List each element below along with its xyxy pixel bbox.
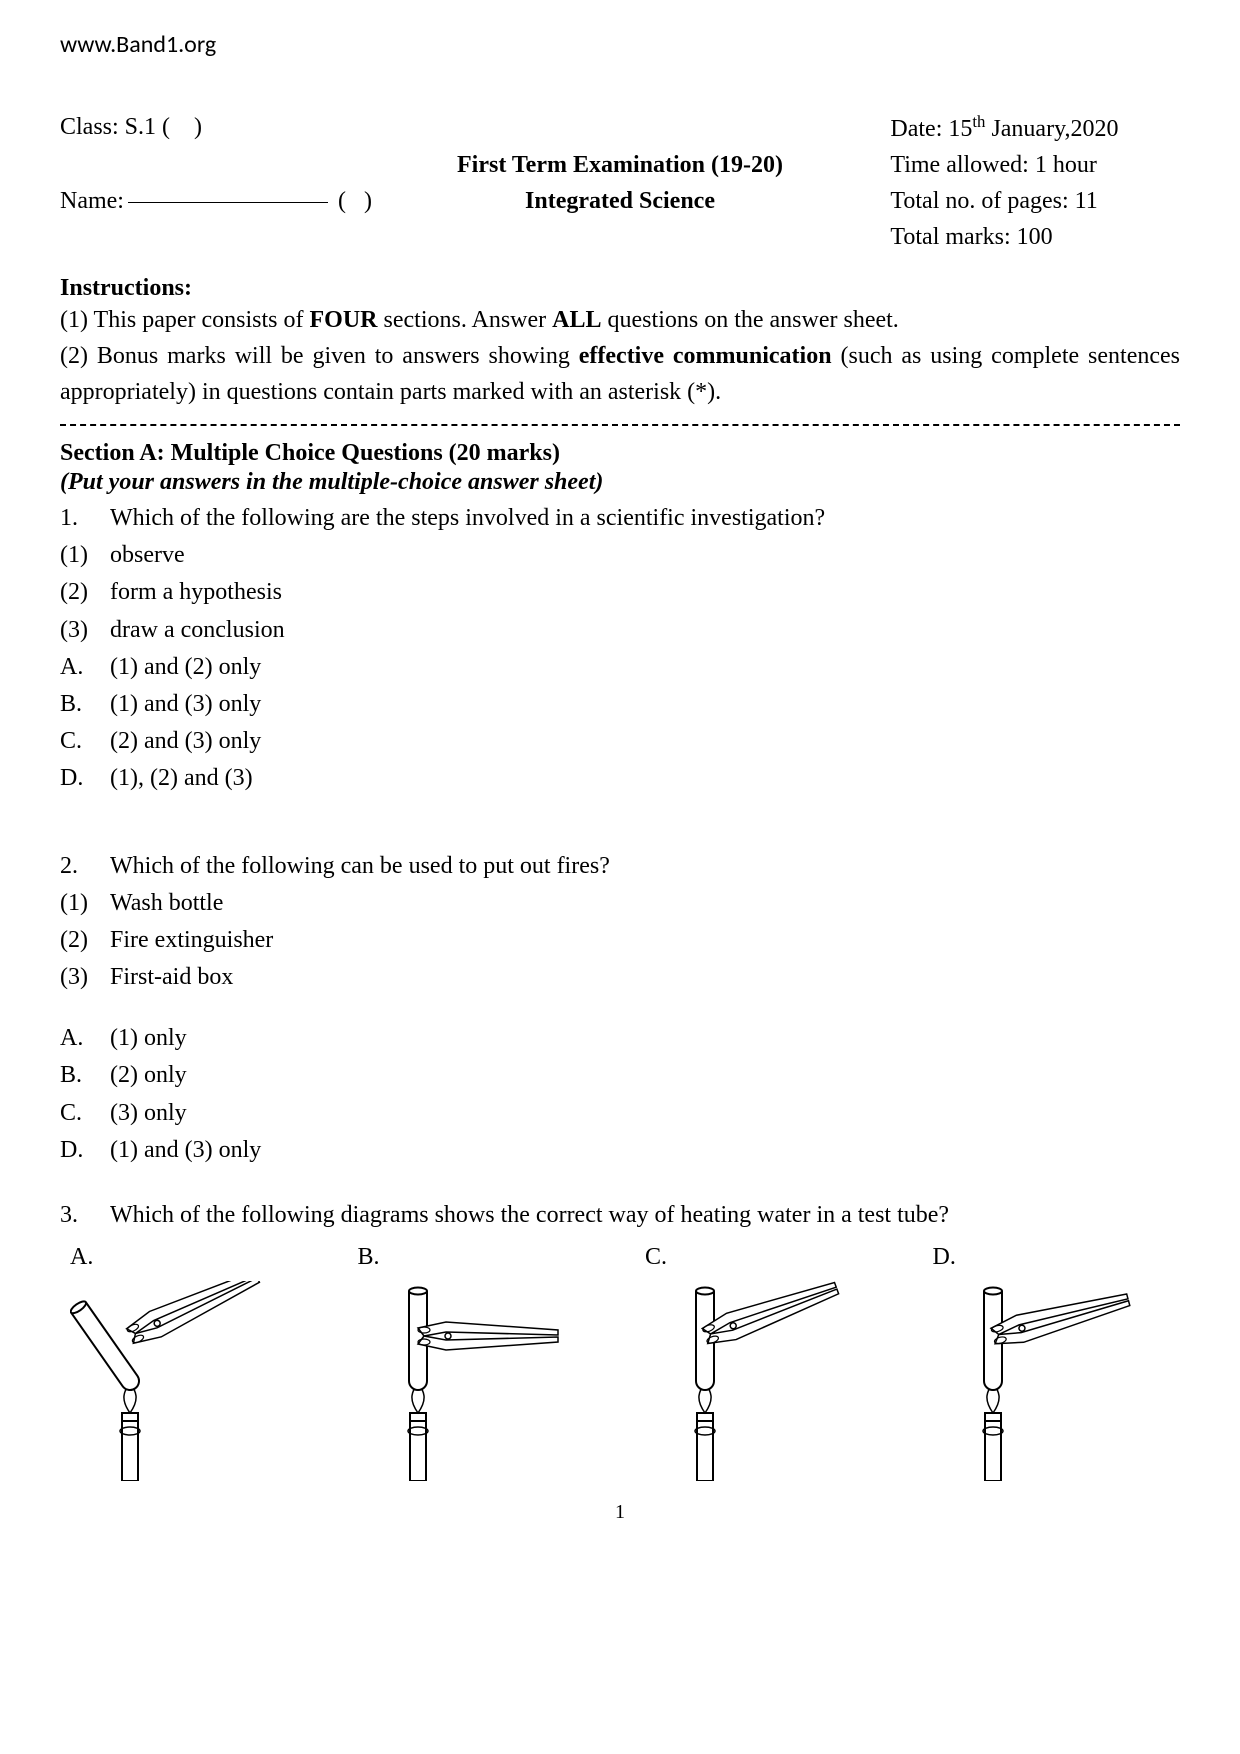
q-text: Which of the following can be used to pu… [110, 848, 1180, 885]
option-text: (2) only [110, 1057, 1180, 1094]
test-tube-diagram [645, 1281, 855, 1481]
section-a-sub: (Put your answers in the multiple-choice… [60, 469, 1180, 496]
diagram-options: A. B. C. D. [70, 1244, 1180, 1481]
q-text: Which of the following are the steps inv… [110, 500, 1180, 537]
section-a-heading: Section A: Multiple Choice Questions (20… [60, 440, 1180, 467]
option-text: (2) and (3) only [110, 723, 1180, 760]
diagram-label: A. [70, 1244, 318, 1271]
diagram-option-b: B. [358, 1244, 606, 1481]
diagram-label: B. [358, 1244, 606, 1271]
test-tube-diagram [70, 1281, 280, 1481]
class-field: Class: S.1 ( ) [60, 109, 430, 145]
total-marks: Total marks: 100 [810, 219, 1180, 255]
total-pages: Total no. of pages: 11 [810, 183, 1180, 219]
option-text: (1) and (3) only [110, 1132, 1180, 1169]
diagram-option-d: D. [933, 1244, 1181, 1481]
diagram-option-a: A. [70, 1244, 318, 1481]
stmt-text: First-aid box [110, 959, 1180, 996]
exam-title: First Term Examination (19-20) [430, 147, 811, 183]
time-allowed: Time allowed: 1 hour [810, 147, 1180, 183]
diagram-label: D. [933, 1244, 1181, 1271]
option-letter: B. [60, 686, 110, 723]
diagram-option-c: C. [645, 1244, 893, 1481]
option-text: (1), (2) and (3) [110, 760, 1180, 797]
date-field: Date: 15th January,2020 [810, 109, 1180, 147]
stmt-number: (3) [60, 612, 110, 649]
instructions-heading: Instructions: [60, 275, 1180, 302]
option-letter: A. [60, 649, 110, 686]
page-number: 1 [60, 1501, 1180, 1524]
subject-title: Integrated Science [430, 183, 811, 219]
exam-header: Class: S.1 ( ) Date: 15th January,2020 F… [60, 109, 1180, 255]
option-letter: D. [60, 760, 110, 797]
q-number: 3. [60, 1197, 110, 1234]
q-number: 2. [60, 848, 110, 885]
diagram-label: C. [645, 1244, 893, 1271]
test-tube-diagram [933, 1281, 1143, 1481]
stmt-text: Wash bottle [110, 885, 1180, 922]
option-text: (3) only [110, 1095, 1180, 1132]
stmt-text: Fire extinguisher [110, 922, 1180, 959]
site-url: www.Band1.org [60, 30, 1180, 59]
option-text: (1) and (3) only [110, 686, 1180, 723]
stmt-number: (2) [60, 574, 110, 611]
question-2: 2.Which of the following can be used to … [60, 848, 1180, 1170]
q-number: 1. [60, 500, 110, 537]
question-1: 1.Which of the following are the steps i… [60, 500, 1180, 798]
q-text: Which of the following diagrams shows th… [110, 1197, 1180, 1234]
stmt-text: form a hypothesis [110, 574, 1180, 611]
stmt-text: draw a conclusion [110, 612, 1180, 649]
option-letter: C. [60, 1095, 110, 1132]
stmt-text: observe [110, 537, 1180, 574]
option-letter: C. [60, 723, 110, 760]
section-divider [60, 424, 1180, 426]
option-letter: A. [60, 1020, 110, 1057]
question-3: 3.Which of the following diagrams shows … [60, 1197, 1180, 1234]
stmt-number: (1) [60, 537, 110, 574]
name-field: Name: ( ) [60, 183, 430, 219]
option-text: (1) and (2) only [110, 649, 1180, 686]
option-text: (1) only [110, 1020, 1180, 1057]
stmt-number: (2) [60, 922, 110, 959]
test-tube-diagram [358, 1281, 568, 1481]
option-letter: D. [60, 1132, 110, 1169]
stmt-number: (3) [60, 959, 110, 996]
stmt-number: (1) [60, 885, 110, 922]
option-letter: B. [60, 1057, 110, 1094]
instructions-body: (1) This paper consists of FOUR sections… [60, 302, 1180, 410]
